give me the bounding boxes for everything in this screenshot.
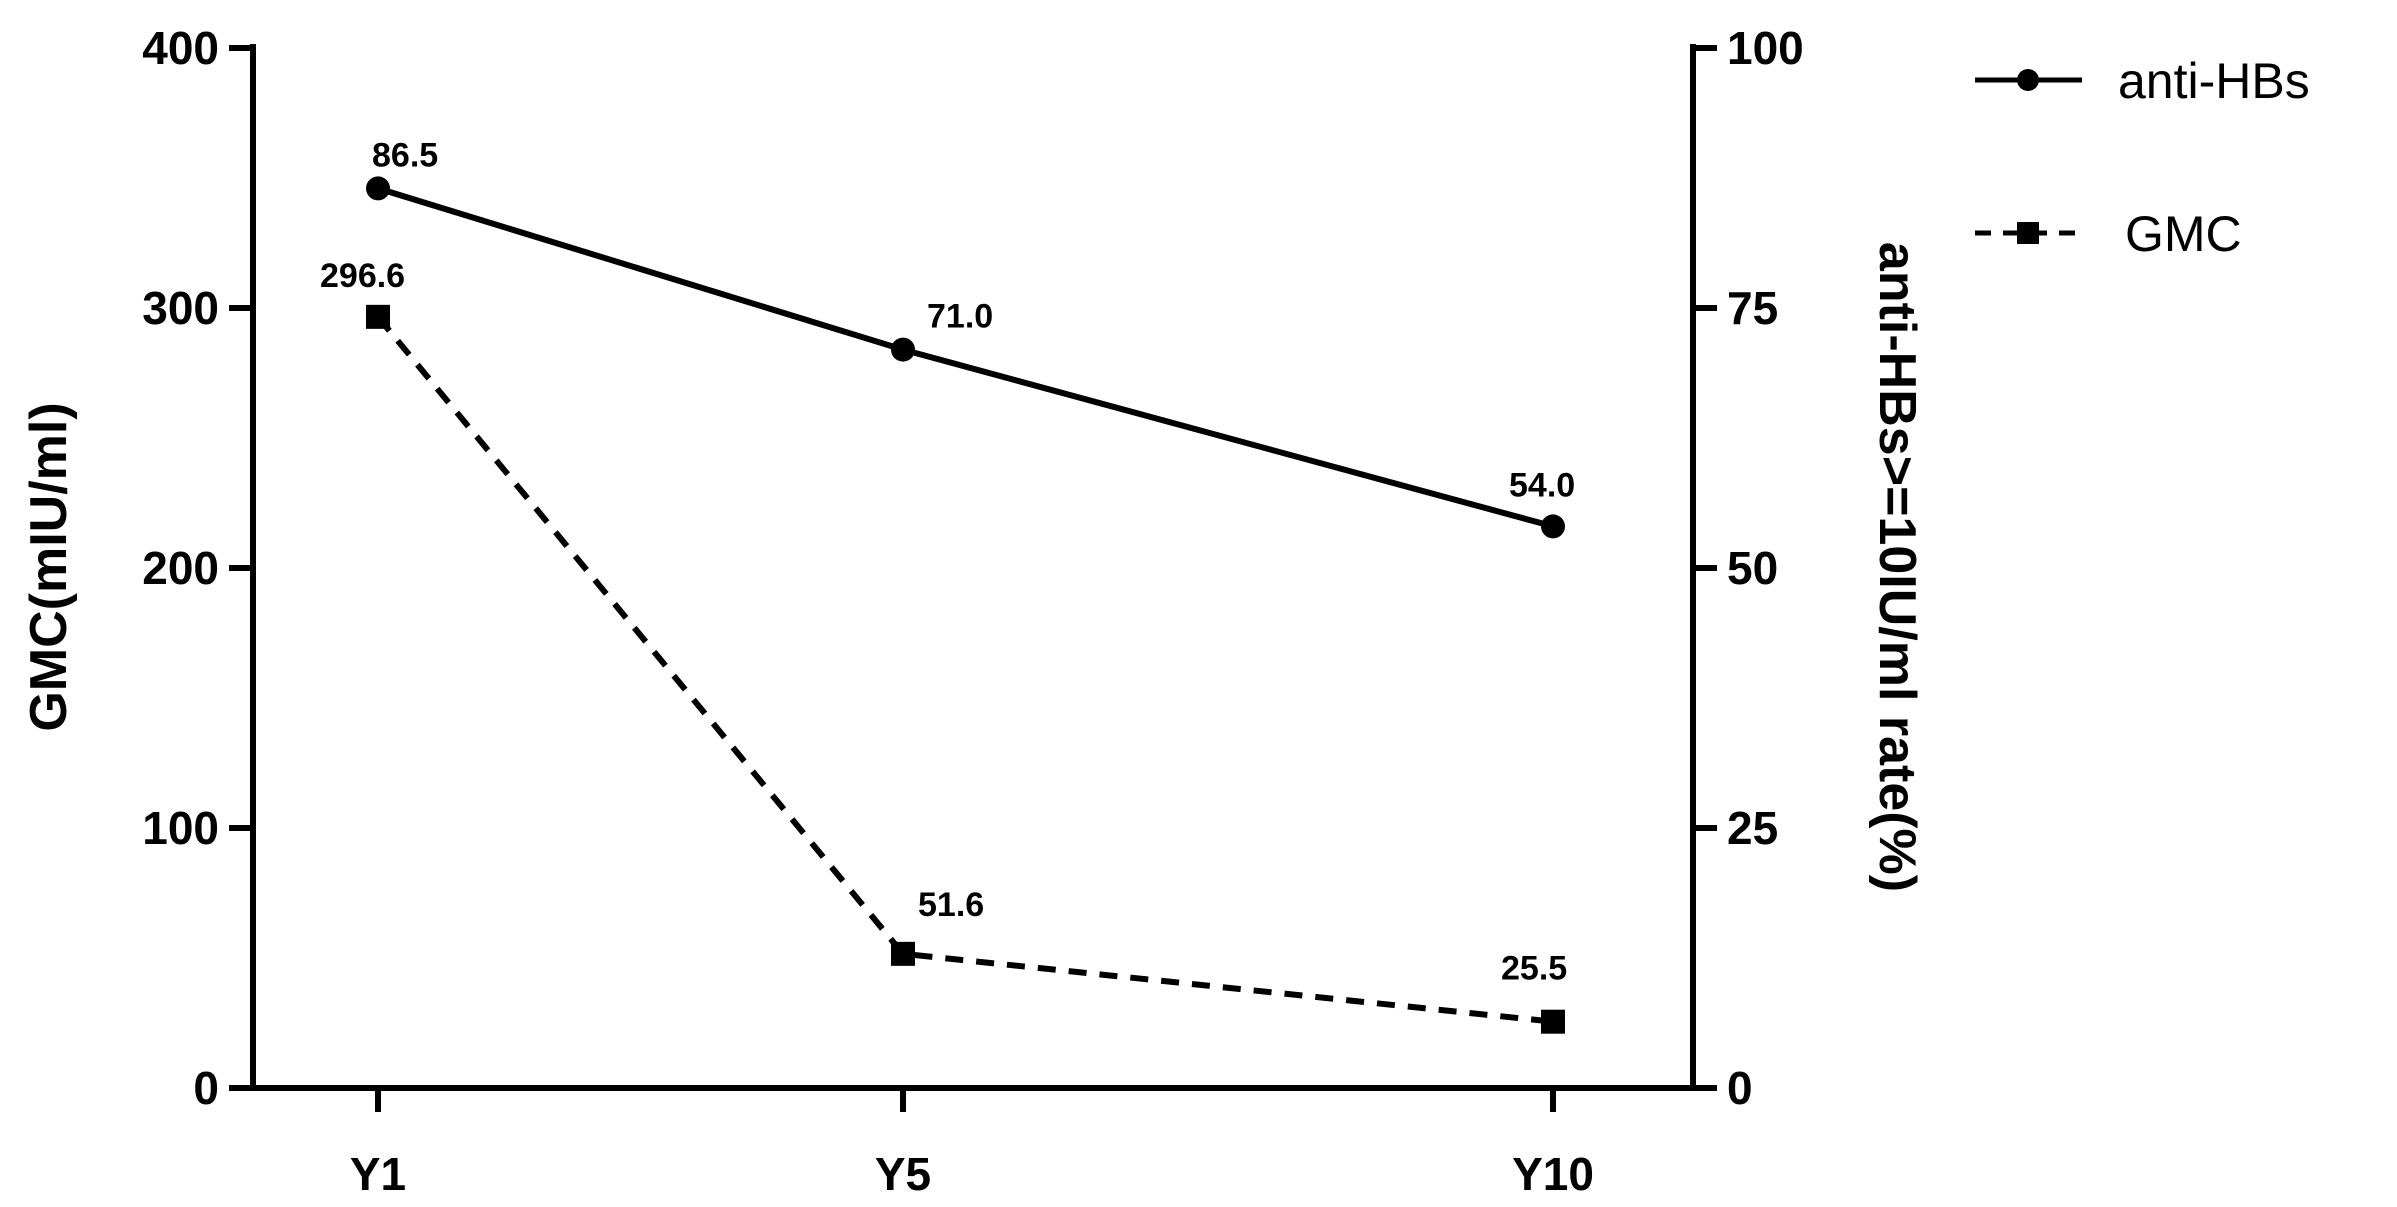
data-label: 51.6	[918, 886, 984, 924]
right-y-axis-ticks: 0 25 50 75 100	[1693, 22, 1804, 1114]
x-tick-label: Y5	[875, 1148, 931, 1200]
right-axis-title: anti-HBs>=10IU/ml rate(%)	[1868, 242, 1926, 892]
x-tick-label: Y1	[350, 1148, 406, 1200]
data-point	[366, 304, 390, 329]
left-tick-label: 100	[142, 802, 219, 854]
data-point	[891, 337, 915, 362]
data-point	[891, 941, 915, 966]
x-tick-label: Y10	[1512, 1148, 1594, 1200]
data-label: 71.0	[927, 298, 993, 336]
x-axis-ticks: Y1 Y5 Y10	[350, 1088, 1594, 1200]
legend-anti-hbs-label: anti-HBs	[2118, 53, 2310, 109]
legend-gmc-marker	[2017, 222, 2039, 244]
data-point	[366, 176, 390, 201]
left-y-axis-ticks: 0 100 200 300 400	[142, 22, 253, 1114]
left-axis-title: GMC(mIU/ml)	[20, 402, 78, 731]
left-tick-label: 200	[142, 542, 219, 594]
data-label: 296.6	[320, 257, 405, 295]
data-point	[1541, 514, 1565, 539]
data-label: 54.0	[1509, 466, 1575, 504]
data-label: 86.5	[372, 136, 438, 174]
left-tick-label: 0	[193, 1062, 219, 1114]
series-anti-hbs: 86.5 71.0 54.0	[366, 136, 1575, 539]
series-layer: 86.5 71.0 54.0 296.6 51.6 25.5	[320, 136, 1575, 1034]
series-gmc: 296.6 51.6 25.5	[320, 257, 1567, 1034]
right-tick-label: 0	[1727, 1062, 1753, 1114]
series-line	[377, 185, 1554, 530]
right-tick-label: 50	[1727, 542, 1778, 594]
right-tick-label: 25	[1727, 802, 1778, 854]
data-label: 25.5	[1501, 950, 1567, 988]
left-tick-label: 300	[142, 282, 219, 334]
right-tick-label: 75	[1727, 282, 1778, 334]
data-point	[1541, 1009, 1565, 1034]
legend: anti-HBs GMC	[1975, 53, 2310, 262]
left-tick-label: 400	[142, 22, 219, 74]
legend-anti-hbs-marker	[2017, 69, 2039, 91]
right-tick-label: 100	[1727, 22, 1804, 74]
legend-gmc-label: GMC	[2125, 206, 2242, 262]
